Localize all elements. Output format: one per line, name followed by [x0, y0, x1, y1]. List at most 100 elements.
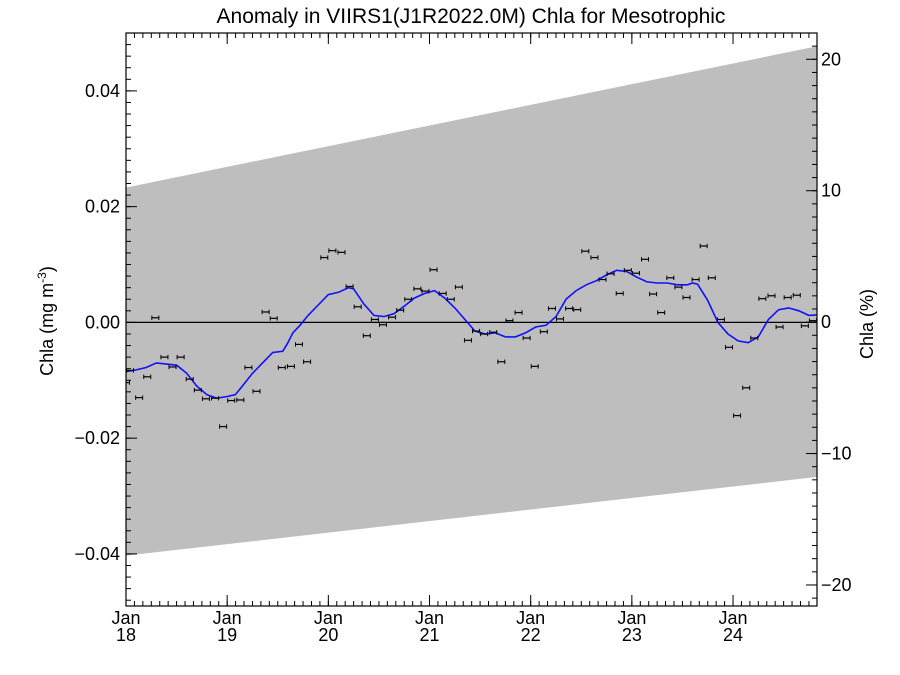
x-tick-label-year: 19	[217, 625, 237, 645]
y-tick-label-right: −10	[821, 444, 852, 464]
anomaly-point	[775, 324, 784, 330]
anomaly-point	[649, 291, 658, 297]
y-tick-label-left: −0.02	[74, 428, 120, 448]
y-tick-label-right: 20	[821, 49, 841, 69]
anomaly-point	[252, 389, 261, 394]
x-tick-label-year: 20	[318, 625, 338, 645]
anomaly-point	[556, 316, 565, 322]
anomaly-point	[505, 318, 514, 323]
x-tick-label-month: Jan	[617, 608, 646, 628]
y-tick-label-left: −0.04	[74, 544, 120, 564]
x-tick-label-month: Jan	[213, 608, 242, 628]
anomaly-point	[783, 295, 792, 300]
anomaly-point	[362, 333, 371, 338]
anomaly-point	[185, 376, 194, 382]
y-tick-label-right: −20	[821, 575, 852, 595]
anomaly-point	[758, 296, 767, 301]
anomaly-point	[370, 317, 379, 322]
anomaly-point	[286, 364, 295, 369]
anomaly-point	[716, 317, 725, 322]
y-tick-label-right: 0	[821, 312, 831, 332]
anomaly-point	[641, 257, 650, 262]
anomaly-point	[699, 243, 708, 249]
anomaly-point	[792, 292, 801, 298]
anomaly-point	[337, 250, 346, 255]
anomaly-point	[767, 293, 776, 298]
plot-inner	[126, 46, 817, 556]
anomaly-point	[742, 385, 751, 390]
x-tick-label-month: Jan	[516, 608, 545, 628]
anomaly-point	[750, 335, 759, 341]
anomaly-point	[522, 335, 531, 341]
anomaly-point	[463, 338, 472, 343]
anomaly-point	[388, 314, 397, 320]
anomaly-point	[565, 306, 574, 311]
anomaly-point	[573, 307, 582, 312]
anomaly-point	[682, 295, 691, 300]
anomaly-point	[135, 395, 144, 400]
anomaly-point	[168, 364, 177, 370]
anomaly-point	[615, 291, 624, 296]
anomaly-point	[657, 310, 666, 315]
anomaly-point	[489, 330, 498, 335]
anomaly-point	[623, 268, 632, 273]
x-tick-label-year: 24	[723, 625, 743, 645]
x-tick-label-year: 21	[419, 625, 439, 645]
x-tick-label-year: 18	[116, 625, 136, 645]
anomaly-point	[244, 365, 253, 370]
anomaly-point	[547, 306, 556, 311]
anomaly-point	[800, 323, 809, 329]
x-tick-label-month: Jan	[719, 608, 748, 628]
anomaly-point	[733, 413, 742, 418]
uncertainty-band	[126, 46, 817, 556]
anomaly-point	[211, 396, 220, 401]
anomaly-point	[413, 286, 422, 292]
anomaly-point	[396, 308, 405, 313]
plot-area	[126, 46, 817, 556]
anomaly-point	[446, 297, 455, 302]
anomaly-point	[480, 331, 489, 337]
anomaly-point	[404, 297, 413, 302]
anomaly-point	[454, 284, 463, 290]
anomaly-point	[151, 315, 160, 320]
anomaly-point	[227, 398, 236, 403]
x-tick-label-month: Jan	[111, 608, 140, 628]
anomaly-point	[421, 288, 430, 294]
y-axis-label-right: Chla (%)	[857, 289, 877, 359]
anomaly-point	[378, 322, 387, 327]
x-tick-label-year: 22	[521, 625, 541, 645]
anomaly-point	[606, 271, 615, 276]
chart-title: Anomaly in VIIRS1(J1R2022.0M) Chla for M…	[217, 5, 726, 28]
anomaly-point	[126, 380, 130, 385]
y-tick-label-left: 0.02	[85, 197, 120, 217]
anomaly-point	[303, 359, 312, 364]
anomaly-point	[176, 354, 185, 360]
y-tick-label-right: 10	[821, 181, 841, 201]
anomaly-point	[514, 310, 523, 315]
anomaly-point	[236, 397, 245, 403]
anomaly-point	[193, 387, 202, 393]
anomaly-point	[674, 284, 683, 290]
anomaly-point	[539, 329, 548, 334]
anomaly-point	[320, 255, 329, 260]
anomaly-point	[219, 424, 228, 429]
anomaly-point	[631, 270, 640, 276]
y-tick-label-left: 0.04	[85, 81, 120, 101]
anomaly-point	[530, 364, 539, 369]
anomaly-point	[201, 396, 210, 401]
anomaly-point	[438, 291, 447, 296]
anomaly-point	[590, 255, 599, 260]
x-tick-label-month: Jan	[314, 608, 343, 628]
x-tick-label-month: Jan	[415, 608, 444, 628]
anomaly-point	[581, 249, 590, 254]
anomaly-point	[598, 277, 607, 282]
anomaly-point	[295, 342, 304, 347]
anomaly-point	[724, 345, 733, 350]
anomaly-point	[328, 248, 337, 253]
anomaly-point	[666, 275, 675, 281]
axes: 0.040.020.00−0.02−0.0420100−10−20Jan18Ja…	[74, 32, 852, 645]
running-mean-line	[126, 269, 817, 400]
anomaly-point	[143, 374, 152, 379]
anomaly-point	[277, 365, 286, 370]
